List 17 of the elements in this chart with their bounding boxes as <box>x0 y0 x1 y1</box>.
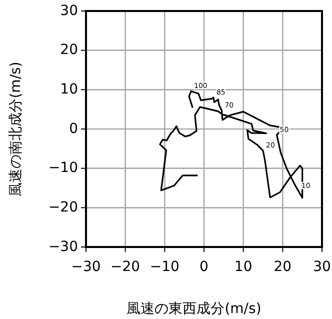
x-axis-title: 風速の東西成分(m/s) <box>126 301 262 317</box>
y-tick-label: 30 <box>60 2 78 19</box>
y-tick-label: 10 <box>60 81 78 98</box>
y-tick-label: 0 <box>69 120 78 137</box>
y-axis-title: 風速の南北成分(m/s) <box>8 62 24 196</box>
x-tick-label: −20 <box>110 259 140 275</box>
y-tick-label: −20 <box>48 199 78 216</box>
x-tick-label: 20 <box>274 259 292 275</box>
y-tick-label: −30 <box>48 238 78 255</box>
line-series <box>159 90 304 199</box>
y-tick-label: 20 <box>60 42 78 58</box>
x-tick-label: −10 <box>150 259 180 275</box>
x-tick-label: 0 <box>200 259 208 275</box>
x-tick-label: 30 <box>313 259 331 275</box>
x-tick-label: 10 <box>234 259 252 275</box>
x-tick-label: −30 <box>71 259 101 275</box>
y-tick-label: −10 <box>48 160 78 176</box>
